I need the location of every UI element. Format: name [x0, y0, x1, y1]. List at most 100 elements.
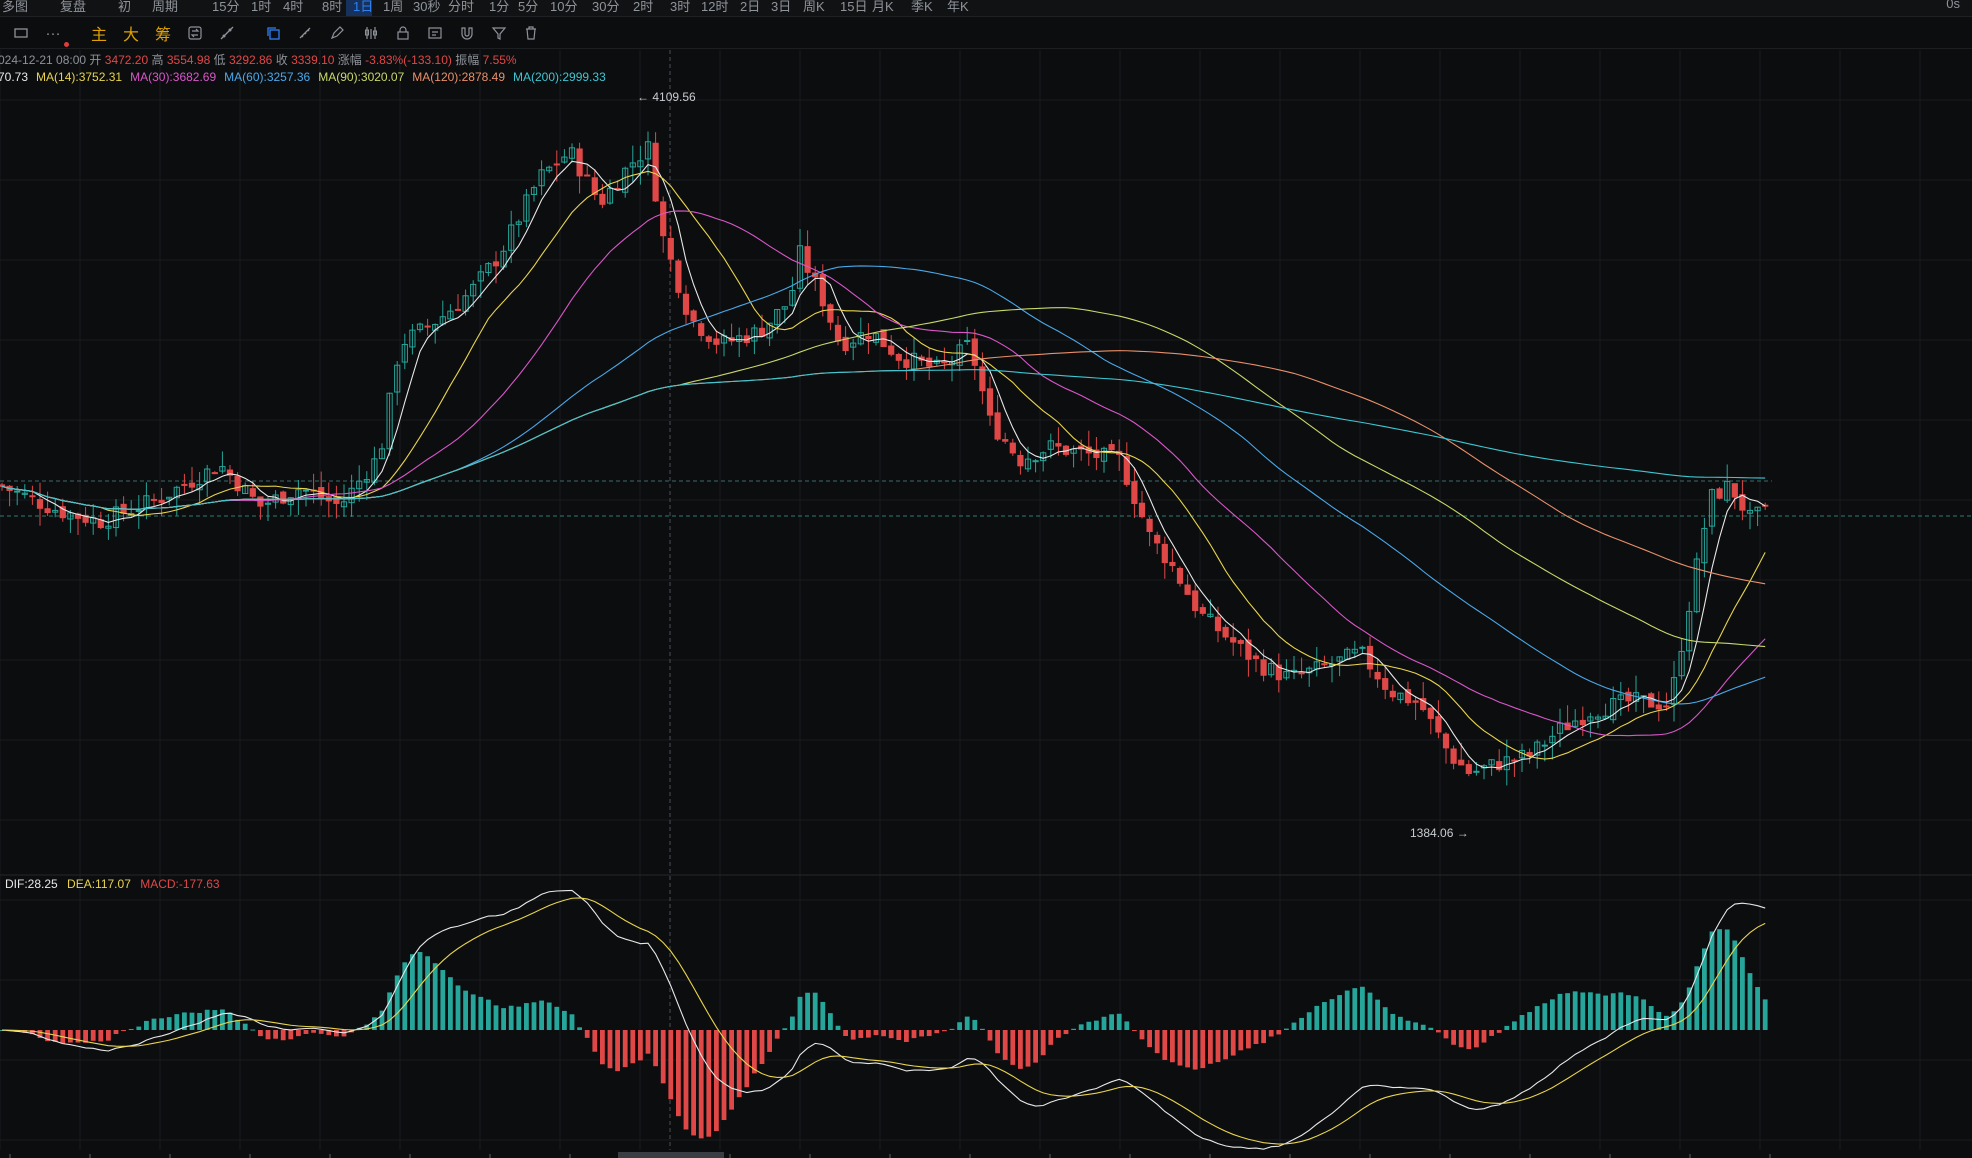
- macd-bar: [554, 1006, 560, 1030]
- ma-legend: 70.73 MA(14):3752.31 MA(30):3682.69 MA(60):…: [0, 70, 614, 84]
- macd-bar: [584, 1030, 590, 1038]
- timeline-scrollbar[interactable]: [618, 1152, 724, 1158]
- period-2[interactable]: 初: [118, 0, 132, 14]
- magnet-icon[interactable]: [456, 23, 478, 43]
- macd-bar: [539, 1000, 544, 1030]
- ma-legend-item-3: MA(60):3257.36: [224, 70, 311, 84]
- trash-icon[interactable]: [520, 23, 542, 43]
- candle-body: [1594, 716, 1602, 720]
- period-21[interactable]: 周K: [803, 0, 825, 14]
- period-20[interactable]: 3日: [771, 0, 792, 14]
- period-24[interactable]: 季K: [911, 0, 933, 14]
- macd-bar: [1337, 995, 1342, 1030]
- period-22[interactable]: 15日: [840, 0, 868, 14]
- ma-legend-item-5: MA(120):2878.49: [412, 70, 506, 84]
- period-8[interactable]: 1日: [353, 0, 374, 14]
- macd-bar: [987, 1030, 993, 1041]
- more-icon[interactable]: ···: [45, 24, 61, 42]
- macd-bar: [1603, 995, 1608, 1030]
- period-9[interactable]: 1周: [383, 0, 404, 14]
- macd-bar: [1329, 999, 1335, 1030]
- candle-body: [1404, 689, 1412, 704]
- period-12[interactable]: 1分: [489, 0, 510, 14]
- period-15[interactable]: 30分: [592, 0, 620, 14]
- period-3[interactable]: 周期: [152, 0, 179, 14]
- candle-body: [971, 338, 978, 366]
- macd-bar: [645, 1030, 651, 1054]
- period-10[interactable]: 30秒: [413, 0, 441, 14]
- copy-icon[interactable]: [262, 23, 284, 43]
- macd-bar: [1550, 999, 1555, 1030]
- macd-bar: [592, 1030, 598, 1052]
- candle-body: [842, 336, 849, 352]
- candle-body: [1268, 662, 1275, 676]
- period-17[interactable]: 3时: [670, 0, 691, 14]
- main-indicator-button[interactable]: 主: [90, 25, 107, 44]
- period-11[interactable]: 分时: [448, 0, 475, 14]
- candle-body: [416, 323, 424, 331]
- macd-bar: [448, 977, 453, 1030]
- lock-icon[interactable]: [392, 23, 414, 43]
- macd-bar: [364, 1024, 370, 1030]
- macd-bar: [83, 1030, 88, 1043]
- candle-body: [249, 488, 256, 497]
- macd-bar: [691, 1030, 696, 1136]
- low-mark-value: 1384.06: [1410, 826, 1454, 840]
- ruler-icon[interactable]: [294, 23, 316, 43]
- candle-body: [584, 174, 591, 177]
- macd-bar: [1147, 1030, 1152, 1048]
- macd-bar: [531, 1002, 537, 1030]
- period-4[interactable]: 15分: [212, 0, 240, 14]
- macd-bar: [1238, 1030, 1244, 1051]
- swap-icon[interactable]: [184, 23, 206, 43]
- candle-body: [1275, 664, 1282, 681]
- candle-body: [394, 364, 401, 393]
- period-0[interactable]: 多图: [2, 0, 29, 14]
- period-19[interactable]: 2日: [740, 0, 761, 14]
- candle-tool-icon[interactable]: [360, 23, 382, 43]
- period-1[interactable]: 复盘: [60, 0, 87, 14]
- period-18[interactable]: 12时: [701, 0, 729, 14]
- candle-body: [834, 324, 842, 342]
- period-6[interactable]: 4时: [283, 0, 304, 14]
- rectangle-icon[interactable]: [10, 23, 32, 43]
- ma-legend-item-2: MA(30):3682.69: [130, 70, 217, 84]
- candle-body: [530, 187, 538, 195]
- candle-body: [637, 160, 644, 168]
- candle-body: [568, 147, 576, 159]
- period-25[interactable]: 年K: [947, 0, 969, 14]
- candle-body: [713, 338, 720, 345]
- period-7[interactable]: 8时: [322, 0, 343, 14]
- period-13[interactable]: 5分: [518, 0, 539, 14]
- big-order-button[interactable]: 大: [122, 25, 139, 44]
- candle-body: [523, 194, 530, 222]
- candle-body: [629, 162, 636, 168]
- candle-body: [409, 329, 416, 348]
- filter-icon[interactable]: [488, 23, 510, 43]
- macd-bar: [1101, 1016, 1107, 1030]
- macd-bar: [486, 999, 491, 1030]
- period-23[interactable]: 月K: [872, 0, 894, 14]
- period-16[interactable]: 2时: [633, 0, 654, 14]
- candle-body: [386, 392, 393, 450]
- candle-body: [1549, 735, 1556, 744]
- macd-bar: [478, 996, 484, 1030]
- macd-bar: [326, 1030, 332, 1036]
- period-14[interactable]: 10分: [550, 0, 578, 14]
- pencil-icon[interactable]: [326, 23, 348, 43]
- macd-bar: [159, 1018, 164, 1030]
- candle-body: [698, 323, 705, 336]
- note-icon[interactable]: [424, 23, 446, 43]
- macd-bar: [311, 1030, 316, 1033]
- macd-bar: [1755, 987, 1760, 1030]
- line-tool-icon[interactable]: [216, 23, 238, 43]
- candle-body: [1670, 677, 1678, 705]
- candle-body: [1708, 489, 1716, 527]
- period-5[interactable]: 1时: [251, 0, 272, 14]
- candle-body: [1184, 584, 1191, 595]
- chip-button[interactable]: 筹: [154, 25, 171, 44]
- close-label: 收: [275, 53, 288, 67]
- candle-body: [348, 487, 355, 504]
- macd-bar: [22, 1030, 28, 1033]
